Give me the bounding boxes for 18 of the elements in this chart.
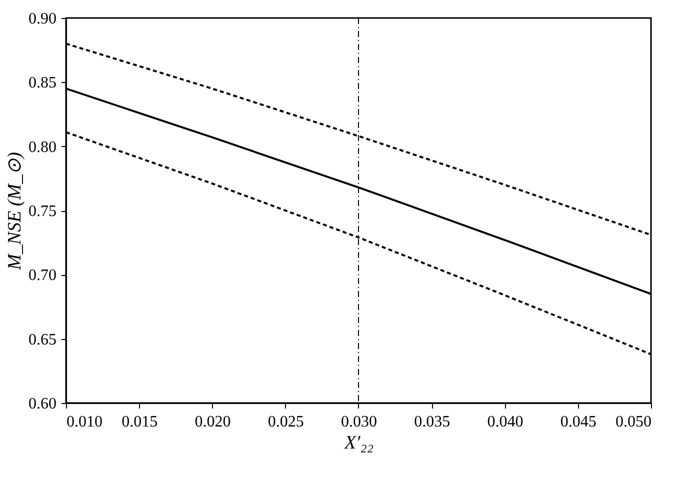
x-tick-label: 0.040 [487,414,524,430]
x-tick-label: 0.030 [341,414,377,430]
x-tick-label: 0.035 [414,414,450,430]
x-tick-label: 0.025 [268,414,304,430]
y-tick-label: 0.85 [28,74,56,92]
y-tick-label: 0.90 [28,10,56,28]
y-tick-label: 0.80 [28,138,56,156]
x-tick-label: 0.020 [194,414,231,430]
x-tick-label: 0.015 [122,414,158,430]
y-axis-title: M_NSE (M_⊙) [4,152,26,271]
y-tick-label: 0.60 [28,396,56,412]
y-tick-label: 0.75 [28,203,56,220]
x-axis-title: X′₂₂ [344,432,374,454]
x-tick-label: 0.045 [560,414,596,430]
y-tick-label: 0.70 [28,267,56,284]
y-tick-label: 0.65 [28,331,56,348]
x-tick-label: 0.050 [616,414,652,430]
x-tick-label: 0.010 [66,414,102,430]
